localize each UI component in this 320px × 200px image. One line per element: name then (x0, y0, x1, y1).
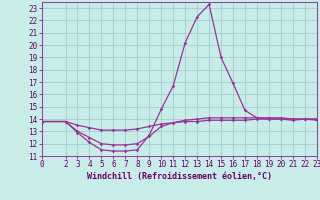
X-axis label: Windchill (Refroidissement éolien,°C): Windchill (Refroidissement éolien,°C) (87, 172, 272, 181)
